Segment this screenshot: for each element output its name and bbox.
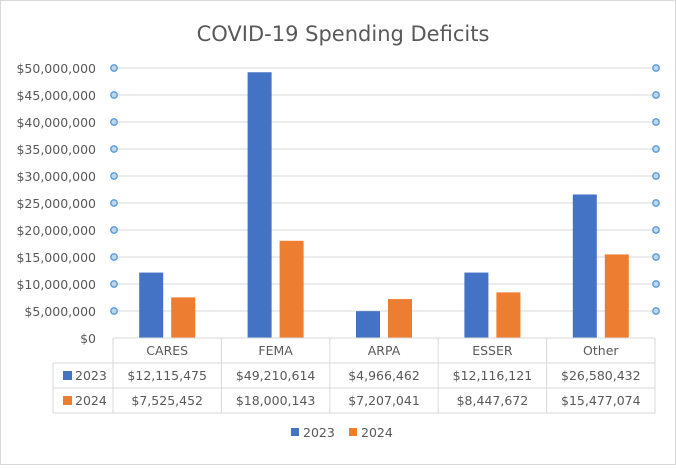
- table-legend-key-2023: [63, 371, 72, 380]
- gridline-marker-right: [652, 91, 660, 99]
- category-label: ARPA: [368, 343, 401, 358]
- y-tick-label: $50,000,000: [16, 61, 96, 76]
- gridline-marker-left: [110, 280, 118, 288]
- gridline-marker-left: [110, 307, 118, 315]
- gridline-marker-left: [110, 145, 118, 153]
- table-series-label: 2024: [75, 393, 107, 408]
- category-label: CARES: [146, 343, 188, 358]
- gridline-marker-right: [652, 226, 660, 234]
- bar-2023-esser: [464, 272, 489, 338]
- y-tick-label: $45,000,000: [16, 88, 96, 103]
- gridline-marker-left: [110, 172, 118, 180]
- gridline-marker-left: [110, 91, 118, 99]
- y-tick-label: $0: [80, 331, 96, 346]
- table-cell-2024: $18,000,143: [236, 393, 316, 408]
- bar-2024-fema: [279, 240, 304, 338]
- gridline-marker-right: [652, 199, 660, 207]
- legend-label: 2024: [361, 425, 393, 440]
- bar-2023-cares: [139, 272, 164, 338]
- table-cell-2024: $15,477,074: [561, 393, 641, 408]
- y-tick-label: $25,000,000: [16, 196, 96, 211]
- legend-key-2023: [291, 428, 299, 436]
- y-tick-label: $10,000,000: [16, 277, 96, 292]
- bar-2023-other: [572, 194, 597, 338]
- category-label: FEMA: [258, 343, 293, 358]
- gridline-marker-left: [110, 118, 118, 126]
- bars: [139, 72, 629, 338]
- y-tick-label: $15,000,000: [16, 250, 96, 265]
- category-label: Other: [583, 343, 619, 358]
- gridline-marker-left: [110, 226, 118, 234]
- legend-key-2024: [349, 428, 357, 436]
- table-legend-key-2024: [63, 396, 72, 405]
- gridline-marker-right: [652, 172, 660, 180]
- y-tick-label: $35,000,000: [16, 142, 96, 157]
- chart-title: COVID-19 Spending Deficits: [197, 22, 490, 46]
- y-tick-label: $5,000,000: [24, 304, 96, 319]
- table-cell-2023: $26,580,432: [561, 368, 641, 383]
- gridline-marker-right: [652, 118, 660, 126]
- y-tick-label: $20,000,000: [16, 223, 96, 238]
- data-table: CARES $12,115,475 $7,525,452 FEMA $49,210,61…: [52, 337, 656, 414]
- y-tick-label: $30,000,000: [16, 169, 96, 184]
- gridline-marker-right: [652, 307, 660, 315]
- gridline-marker-left: [110, 253, 118, 261]
- bar-2024-other: [604, 254, 629, 338]
- table-cell-2023: $12,115,475: [127, 368, 207, 383]
- table-cell-2023: $12,116,121: [453, 368, 533, 383]
- gridline-marker-left: [110, 199, 118, 207]
- gridlines: [110, 64, 660, 315]
- gridline-marker-right: [652, 253, 660, 261]
- bar-2024-esser: [496, 292, 521, 338]
- gridline-marker-left: [110, 64, 118, 72]
- table-cell-2023: $49,210,614: [236, 368, 316, 383]
- table-cell-2024: $7,207,041: [348, 393, 420, 408]
- bar-2023-arpa: [356, 311, 380, 338]
- bar-2023-fema: [247, 72, 272, 338]
- table-cell-2024: $7,525,452: [131, 393, 203, 408]
- bar-2024-cares: [171, 297, 196, 338]
- table-cell-2023: $4,966,462: [348, 368, 420, 383]
- category-label: ESSER: [472, 343, 513, 358]
- y-axis-tick-labels: $0 $5,000,000 $10,000,000 $15,000,000 $20,00…: [16, 61, 96, 346]
- gridline-marker-right: [652, 64, 660, 72]
- table-cell-2024: $8,447,672: [457, 393, 529, 408]
- legend-label: 2023: [303, 425, 335, 440]
- gridline-marker-right: [652, 145, 660, 153]
- bar-2024-arpa: [388, 299, 412, 338]
- legend: 2023 2024: [291, 425, 393, 440]
- table-series-label: 2023: [75, 368, 107, 383]
- gridline-marker-right: [652, 280, 660, 288]
- y-tick-label: $40,000,000: [16, 115, 96, 130]
